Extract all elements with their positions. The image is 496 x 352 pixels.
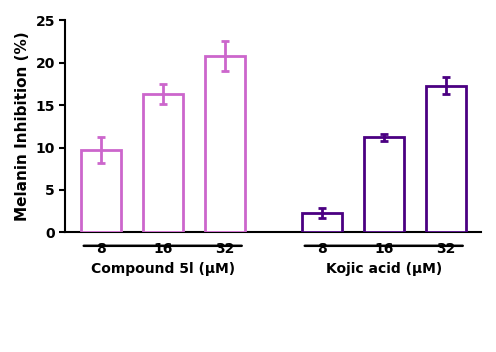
Bar bbox=[205, 56, 245, 232]
Bar bbox=[364, 137, 404, 232]
Text: Kojic acid (μM): Kojic acid (μM) bbox=[325, 262, 442, 276]
Bar bbox=[302, 213, 342, 232]
Bar bbox=[426, 86, 466, 232]
Y-axis label: Melanin Inhibition (%): Melanin Inhibition (%) bbox=[15, 32, 30, 221]
Text: Compound 5l (μM): Compound 5l (μM) bbox=[91, 262, 235, 276]
Bar bbox=[81, 150, 121, 232]
Bar bbox=[143, 94, 183, 232]
